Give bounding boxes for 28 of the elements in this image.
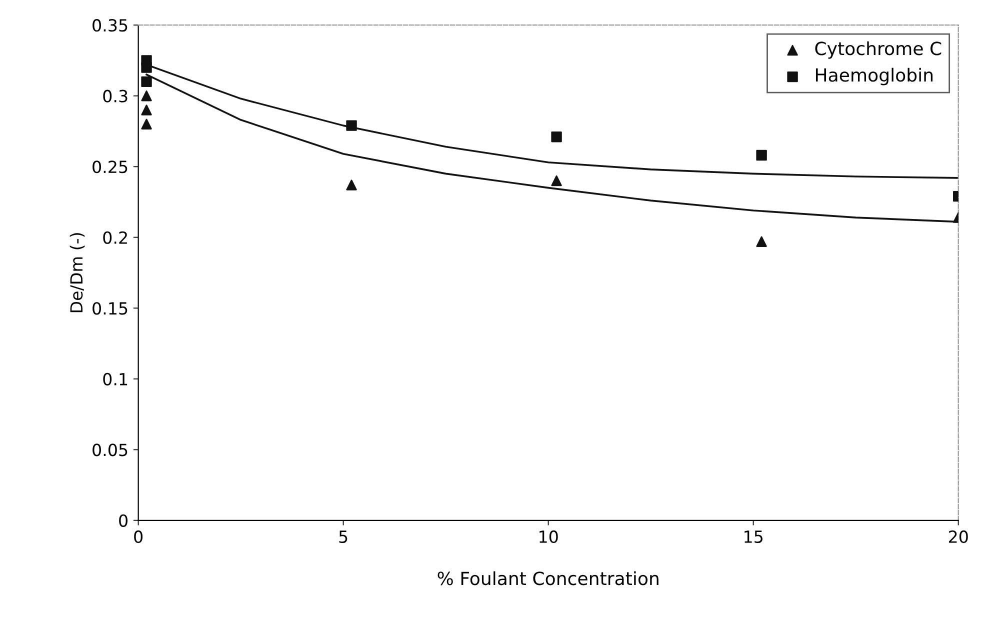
y-tick-label: 0.35 [92,19,128,32]
x-tick-label: 5 [339,530,348,544]
x-tick-label: 0 [134,530,143,544]
point [141,118,152,130]
x-tick-label: 10 [540,530,558,544]
legend-label: Cytochrome C [815,41,942,59]
point [551,132,562,142]
x-tick-label: 15 [744,530,762,544]
y-axis-title: De/Dm (-) [70,233,85,312]
point [756,236,767,247]
y-tick-label: 0.2 [103,231,127,244]
point [346,180,357,190]
point [551,175,562,186]
x-tick-label: 20 [948,530,968,544]
point [141,76,152,88]
point [141,90,152,102]
y-tick-label: 0 [119,514,128,527]
y-tick-label: 0.15 [92,302,128,315]
y-tick-label: 0.25 [92,160,128,174]
y-tick-label: 0.1 [103,372,128,386]
y-tick-label: 0.05 [92,444,128,456]
point [756,150,767,161]
point [141,104,152,116]
point [346,120,357,131]
point [141,62,152,73]
y-tick-label: 0.3 [103,90,128,102]
x-axis-title: % Foulant Concentration [438,571,658,586]
legend-label: Haemoglobin [816,68,933,86]
